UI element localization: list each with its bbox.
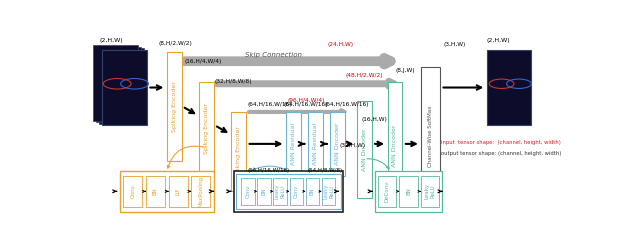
Text: (32,H,W): (32,H,W) (340, 143, 366, 148)
FancyBboxPatch shape (273, 178, 287, 205)
FancyBboxPatch shape (306, 178, 319, 205)
Text: (64,H/16,W/16): (64,H/16,W/16) (324, 102, 369, 107)
FancyBboxPatch shape (486, 50, 531, 125)
Text: (2,H,W): (2,H,W) (486, 38, 510, 43)
Text: LIF: LIF (175, 187, 180, 195)
Text: ANN Dncoder: ANN Dncoder (392, 124, 397, 167)
Text: (16,H,W): (16,H,W) (362, 117, 388, 122)
FancyBboxPatch shape (102, 50, 147, 125)
Text: (16,H/4,W/4): (16,H/4,W/4) (184, 59, 221, 64)
FancyBboxPatch shape (234, 171, 343, 212)
Text: ANN Dncoder: ANN Dncoder (335, 123, 340, 165)
FancyBboxPatch shape (99, 49, 144, 124)
Text: Leaky
ReLU: Leaky ReLU (424, 183, 435, 199)
FancyBboxPatch shape (241, 178, 255, 205)
FancyBboxPatch shape (146, 176, 165, 207)
FancyBboxPatch shape (399, 176, 418, 207)
Text: (8,J,W): (8,J,W) (396, 68, 415, 73)
FancyBboxPatch shape (322, 178, 335, 205)
Text: ANN Residual: ANN Residual (313, 123, 318, 165)
Text: Skip Connection: Skip Connection (245, 51, 302, 58)
Text: (3,H,W): (3,H,W) (444, 42, 466, 47)
Text: (64,H/16,W/16): (64,H/16,W/16) (248, 168, 290, 173)
Text: (64,H/16,W/16): (64,H/16,W/16) (248, 102, 292, 107)
FancyBboxPatch shape (93, 45, 138, 121)
FancyBboxPatch shape (167, 52, 182, 161)
FancyBboxPatch shape (308, 112, 323, 176)
FancyBboxPatch shape (286, 112, 301, 176)
FancyBboxPatch shape (257, 178, 271, 205)
FancyBboxPatch shape (168, 176, 188, 207)
FancyBboxPatch shape (420, 176, 439, 207)
FancyBboxPatch shape (97, 47, 141, 122)
Text: Leaky
ReLU: Leaky ReLU (323, 184, 334, 199)
Text: (32,H/8,W/8): (32,H/8,W/8) (215, 79, 253, 84)
Text: Spiking Encoder: Spiking Encoder (204, 103, 209, 154)
Text: Conv: Conv (294, 185, 299, 198)
Text: (64,H/8,W/8): (64,H/8,W/8) (307, 168, 342, 173)
Text: (24,H,W): (24,H,W) (327, 42, 353, 47)
Text: (48,H/2,W/2): (48,H/2,W/2) (346, 73, 383, 78)
Text: BN: BN (262, 188, 267, 195)
FancyBboxPatch shape (231, 112, 246, 191)
Text: Leaky
ReLU: Leaky ReLU (275, 184, 285, 199)
Text: (2,H,W): (2,H,W) (100, 38, 124, 43)
Text: (8,H/2,W/2): (8,H/2,W/2) (158, 41, 192, 46)
FancyBboxPatch shape (199, 82, 214, 176)
Text: output tensor shape: (channel, height, width): output tensor shape: (channel, height, w… (441, 151, 561, 156)
Text: Spiking Encoder: Spiking Encoder (236, 126, 241, 177)
Text: BN: BN (406, 187, 411, 195)
FancyBboxPatch shape (236, 174, 341, 209)
Text: (64,H/16,W/16): (64,H/16,W/16) (284, 102, 328, 107)
FancyBboxPatch shape (378, 176, 396, 207)
Text: ANN Dncoder: ANN Dncoder (362, 128, 367, 171)
Text: ANN Residual: ANN Residual (291, 123, 296, 165)
FancyBboxPatch shape (388, 82, 403, 210)
FancyBboxPatch shape (375, 171, 442, 212)
Text: MaxPooling: MaxPooling (198, 176, 204, 207)
Text: Channel-Wise SoftMax: Channel-Wise SoftMax (428, 106, 433, 167)
FancyBboxPatch shape (421, 67, 440, 206)
Text: BN: BN (310, 188, 315, 195)
FancyBboxPatch shape (330, 112, 346, 176)
FancyBboxPatch shape (120, 171, 214, 212)
Text: DeConv: DeConv (385, 181, 390, 202)
Text: Spiking Encoder: Spiking Encoder (172, 81, 177, 132)
FancyBboxPatch shape (356, 101, 372, 198)
FancyBboxPatch shape (289, 178, 303, 205)
Text: input  tensor shape:  (channel, height, width): input tensor shape: (channel, height, wi… (441, 140, 561, 144)
FancyBboxPatch shape (123, 176, 142, 207)
Text: BN: BN (153, 187, 158, 195)
FancyBboxPatch shape (191, 176, 211, 207)
Text: Conv: Conv (131, 184, 135, 198)
Text: Conv: Conv (246, 185, 250, 198)
Text: (96,H/4,W/4): (96,H/4,W/4) (287, 98, 325, 103)
